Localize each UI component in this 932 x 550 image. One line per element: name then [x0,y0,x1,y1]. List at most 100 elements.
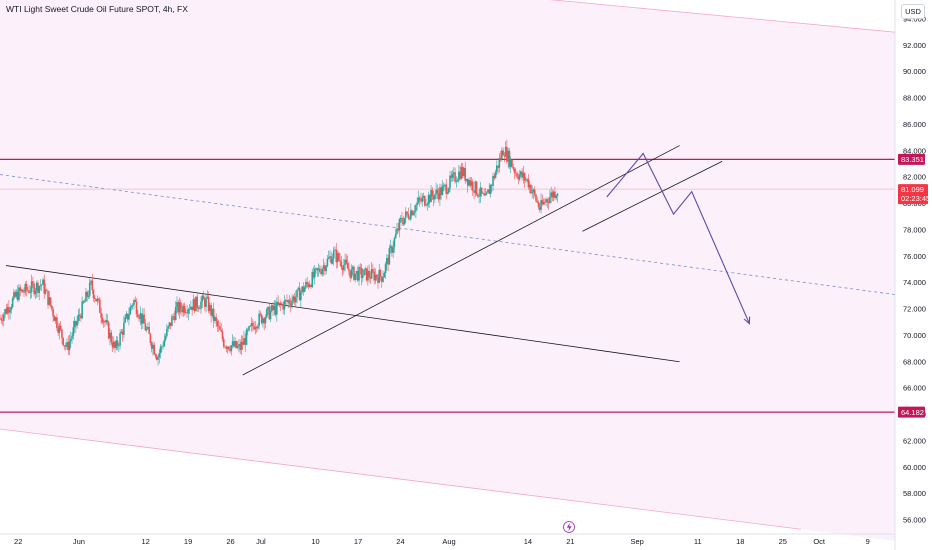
countdown-label: 02:23:45 [901,194,930,203]
candle-body [556,193,559,196]
candle-body [554,191,556,198]
trendline-1[interactable] [242,145,680,376]
candle-body [109,332,111,339]
trendline-2[interactable] [582,161,723,232]
candle-body [111,342,114,348]
candle-body [521,171,523,178]
channel-fill [0,0,895,541]
price-tick-label: 60.000 [903,463,926,472]
trendline-0[interactable] [6,265,680,363]
candle-body [315,268,317,269]
candle-body [29,291,32,293]
candle-body [355,271,358,274]
channel-mid-line[interactable] [0,174,896,295]
candle-body [377,277,379,283]
price-tick-label: 62.000 [903,436,926,445]
candle-body [538,207,541,210]
candle-body [214,317,216,321]
candle-body [211,308,214,316]
candle-body [153,344,156,355]
candle-body [15,291,18,297]
candle-body [316,268,319,271]
candle-body [269,310,272,320]
symbol-title[interactable]: WTI Light Sweet Crude Oil Future SPOT, 4… [6,4,188,14]
candle-body [555,195,558,198]
projection-path[interactable] [606,152,750,324]
candle-body [1,320,4,321]
candle-body [134,299,137,302]
candle-body [267,306,269,310]
candle-body [334,249,336,251]
price-tick-label: 94.000 [903,15,926,24]
candle-body [243,338,245,345]
candle-body [447,188,450,193]
candle-body [203,299,206,307]
candle-body [475,181,478,195]
candle-body [297,287,300,290]
candle-body [139,313,142,319]
candle-body [19,287,22,291]
candle-body [404,211,407,218]
candle-body [174,306,177,321]
candle-body [252,322,254,327]
price-tick-label: 70.000 [903,331,926,340]
candle-body [161,346,163,348]
time-tick-label: Aug [442,537,455,546]
candle-body [188,309,191,310]
candle-body [99,299,101,313]
time-tick-label: Oct [813,537,826,546]
candle-body [273,305,276,311]
candle-body [319,268,321,272]
candle-body [363,269,365,276]
candle-body [286,300,288,302]
candle-body [221,331,224,340]
candle-body [461,167,464,177]
candle-body [289,303,292,306]
candle-body [332,250,335,259]
candle-body [542,202,545,205]
candle-body [477,194,479,197]
candle-body [259,313,262,315]
candle-body [21,289,24,293]
candle-body [11,298,14,308]
candle-body [262,318,264,324]
candle-body [222,339,225,347]
candle-body [465,178,468,181]
level-badge-1: 64.182 [901,408,924,417]
candle-body [125,313,128,318]
candle-body [260,314,263,324]
candle-body [219,326,221,331]
candle-body [83,301,86,303]
candle-body [406,211,408,214]
candle-body [507,150,509,162]
candle-body [526,178,528,180]
candle-body [110,332,113,343]
candle-body [490,185,493,186]
candle-body [206,296,209,298]
candle-body [235,341,238,348]
candle-body [527,178,530,188]
candle-body [292,296,295,301]
candle-body [518,174,521,180]
candle-body [282,304,284,310]
time-tick-label: 18 [736,537,744,546]
candle-body [451,173,454,178]
candle-body [435,189,437,195]
candle-body [537,202,540,208]
channel-upper-line[interactable] [0,0,896,33]
candle-body [454,172,456,182]
candle-body [80,315,82,319]
candle-body [493,175,496,179]
candle-body [416,202,418,206]
currency-button[interactable]: USD [901,4,925,19]
channel-lower-line[interactable] [0,428,801,530]
candle-body [442,185,445,187]
candle-body [345,259,348,263]
candle-body [502,150,504,156]
candle-body [336,253,339,263]
candle-body [466,178,469,186]
candle-body [196,296,199,308]
time-tick-label: 9 [866,537,870,546]
